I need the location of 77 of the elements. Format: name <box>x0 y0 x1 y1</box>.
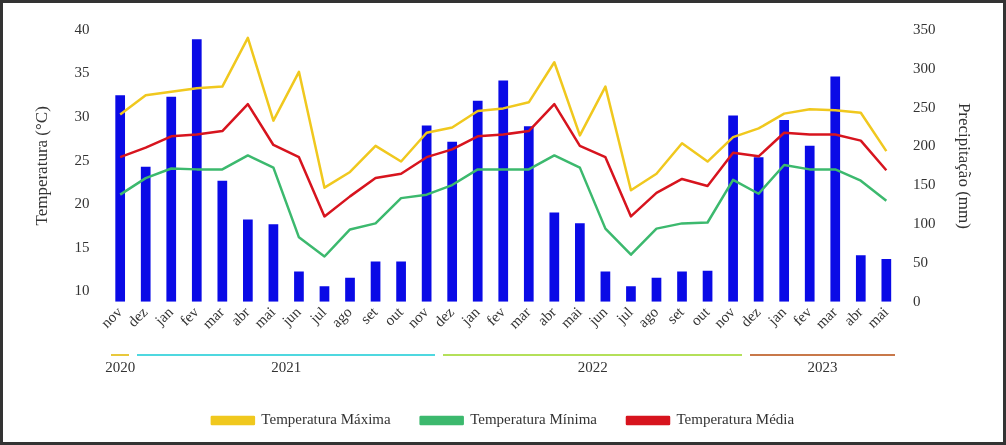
x-tick-label: jan <box>764 303 790 329</box>
text: 2023 <box>807 359 838 376</box>
y-tick-label: 40 <box>74 20 90 37</box>
x-tick-label: mai <box>251 303 279 331</box>
legend-label: Temperatura Mínima <box>470 411 598 428</box>
text: 2022 <box>577 359 608 376</box>
bar <box>294 271 304 302</box>
bar <box>217 180 228 302</box>
bar <box>677 271 687 302</box>
bar <box>498 80 509 302</box>
bar <box>243 219 253 302</box>
text: 2021 <box>271 359 302 376</box>
x-tick-label: fev <box>789 303 815 329</box>
y2-axis-title: Precipitação (mm) <box>955 102 975 229</box>
y2-tick-label: 50 <box>913 253 929 270</box>
bar <box>268 224 279 302</box>
x-tick-label: mai <box>864 303 892 331</box>
bar <box>166 96 177 302</box>
bar <box>523 126 534 302</box>
y2-tick-label: 150 <box>913 176 936 193</box>
y2-tick-label: 350 <box>913 20 936 37</box>
x-tick-label: mai <box>557 303 585 331</box>
bar <box>396 261 406 302</box>
bar <box>600 271 611 302</box>
x-tick-label: jun <box>278 303 305 330</box>
legend-label: Temperatura Máxima <box>261 411 392 428</box>
x-tick-label: dez <box>124 303 151 330</box>
y-tick-label: 20 <box>74 195 90 212</box>
bar <box>881 259 892 302</box>
x-tick-label: abr <box>534 303 560 329</box>
x-tick-label: ago <box>328 303 355 331</box>
y2-tick-label: 100 <box>913 215 936 232</box>
x-tick-label: jul <box>612 303 636 327</box>
bar <box>753 157 764 302</box>
y-tick-label: 10 <box>74 282 90 299</box>
bar <box>575 223 585 302</box>
y-tick-label: 35 <box>74 64 90 81</box>
y2-tick-label: 0 <box>913 292 921 309</box>
bar <box>115 95 126 302</box>
bar <box>345 277 355 302</box>
bar <box>191 39 202 302</box>
x-tick-label: out <box>381 303 407 329</box>
y-axis-title: Temperatura (°C) <box>31 106 51 226</box>
y2-tick-label: 200 <box>913 137 936 154</box>
y-tick-label: 30 <box>74 108 90 125</box>
bar <box>855 255 866 302</box>
bar <box>370 261 381 302</box>
bar <box>830 76 841 302</box>
legend-label: Temperatura Média <box>676 411 795 428</box>
text: 2020 <box>105 359 136 376</box>
x-tick-label: jan <box>457 303 483 329</box>
bar <box>472 100 483 302</box>
x-tick-label: nov <box>97 303 126 331</box>
x-tick-label: set <box>663 303 688 327</box>
x-tick-label: set <box>357 303 382 327</box>
x-tick-label: mar <box>812 303 841 332</box>
y2-tick-label: 300 <box>913 59 936 76</box>
bar <box>728 115 738 302</box>
y2-tick-label: 250 <box>913 98 936 115</box>
y-tick-label: 15 <box>74 238 90 255</box>
y-tick-label: 25 <box>74 151 90 168</box>
bar <box>626 286 636 302</box>
x-tick-label: ago <box>634 303 662 331</box>
x-tick-label: abr <box>840 303 866 329</box>
bar <box>702 270 713 302</box>
x-tick-label: dez <box>431 303 458 330</box>
bar <box>447 141 458 302</box>
x-tick-label: dez <box>737 303 764 330</box>
x-tick-label: abr <box>227 303 253 329</box>
bar <box>549 212 560 302</box>
x-tick-label: jan <box>151 303 177 329</box>
bar <box>804 145 815 302</box>
x-tick-label: nov <box>404 303 432 331</box>
x-tick-label: jun <box>584 303 611 330</box>
x-tick-label: jul <box>306 303 330 327</box>
bar <box>140 166 151 302</box>
bar <box>779 120 790 302</box>
